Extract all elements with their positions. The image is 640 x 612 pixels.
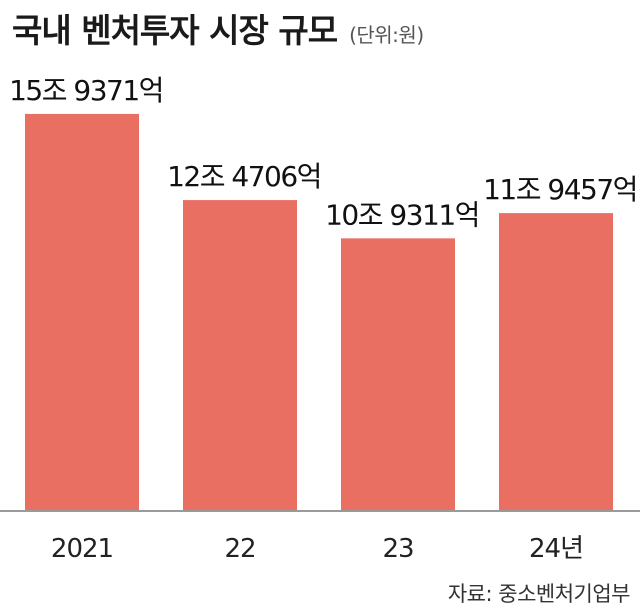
bar-2 — [183, 200, 297, 510]
source-note: 자료: 중소벤처기업부 — [447, 582, 631, 606]
bar-3 — [341, 238, 455, 510]
title-row: 국내 벤처투자 시장 규모 (단위:원) — [12, 4, 424, 52]
x-tick-label-2: 22 — [224, 534, 255, 564]
bar-1 — [25, 113, 139, 511]
chart-title: 국내 벤처투자 시장 규모 — [12, 11, 338, 50]
data-label-1: 15조 9371억 — [9, 74, 163, 107]
unit-label: (단위:원) — [349, 23, 424, 47]
data-label-2: 12조 4706억 — [167, 160, 321, 193]
x-tick-label-3: 23 — [382, 534, 413, 564]
data-label-3: 10조 9311억 — [325, 198, 479, 231]
x-tick-label-1: 2021 — [51, 534, 113, 564]
x-tick-label-4: 24년 — [529, 534, 583, 564]
data-label-4: 11조 9457억 — [483, 173, 637, 206]
bar-4 — [499, 213, 613, 510]
